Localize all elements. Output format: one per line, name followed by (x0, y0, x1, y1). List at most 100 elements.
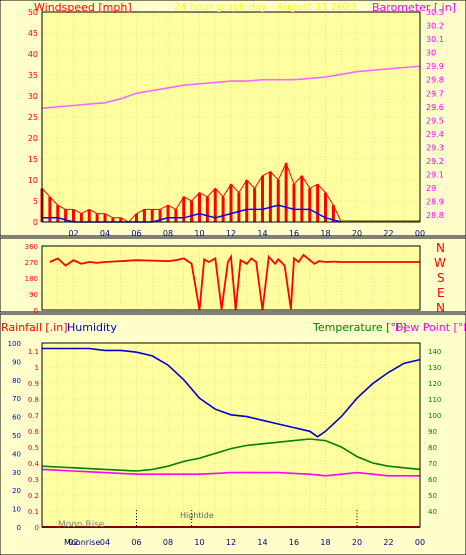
temp-y-tick: 70 (428, 460, 437, 468)
temp-x-tick: 08 (163, 538, 173, 547)
temp-y-tick: 100 (428, 412, 441, 420)
humidity-y-tick: 30 (12, 469, 21, 477)
humidity-y-tick: 100 (8, 340, 21, 348)
temp-plot-border (41, 342, 421, 528)
chart-title: 24 hour graph day - August 11 2023 (174, 2, 356, 13)
wind-y-tick: 15 (28, 155, 38, 164)
baro-y-tick: 29.8 (426, 76, 444, 85)
temperature-title: Temperature [°F] (312, 321, 407, 334)
humidity-y-tick: 90 (12, 358, 21, 366)
baro-y-tick: 30.1 (426, 35, 444, 44)
wind-y-tick: 50 (28, 8, 38, 17)
compass-e: E (437, 286, 445, 300)
temp-y-tick: 90 (428, 428, 437, 436)
wind-x-tick: 00 (415, 229, 425, 238)
direction-y-tick: 90 (29, 291, 38, 299)
temp-y-tick: 80 (428, 444, 437, 452)
humidity-y-tick: 70 (12, 395, 21, 403)
axis-layer: 0510152025303540455028.828.92929.129.229… (8, 8, 444, 547)
baro-y-tick: 29.3 (426, 143, 444, 152)
rain-y-tick: 0.1 (28, 508, 39, 516)
wind-y-tick: 40 (28, 50, 38, 59)
wind-x-tick: 12 (226, 229, 236, 238)
temp-x-tick: 06 (131, 538, 141, 547)
direction-y-tick: 360 (25, 243, 38, 251)
wind-x-tick: 18 (320, 229, 330, 238)
temp-y-tick: 130 (428, 364, 441, 372)
wind-title: Windspeed [mph] (34, 1, 132, 14)
barometer-title: Barometer [.in] (372, 1, 456, 14)
baro-y-tick: 29.5 (426, 116, 444, 125)
wind-y-tick: 25 (28, 113, 38, 122)
rain-y-tick: 0.2 (28, 492, 39, 500)
direction-y-tick: 0 (34, 307, 38, 315)
wind-y-tick: 35 (28, 71, 38, 80)
rain-y-tick: 0.7 (28, 412, 39, 420)
moon-rise-label: Moon Rise (58, 520, 105, 530)
temp-x-tick: 16 (289, 538, 299, 547)
wind-y-tick: 0 (33, 218, 38, 227)
baro-y-tick: 29.2 (426, 157, 444, 166)
compass-n-top: N (436, 241, 445, 255)
wind-y-tick: 45 (28, 29, 38, 38)
wind-x-tick: 08 (163, 229, 173, 238)
temp-x-tick: 12 (226, 538, 236, 547)
rain-y-tick: 0.9 (28, 380, 39, 388)
hightide-label: Hightide (180, 511, 214, 520)
humidity-y-tick: 80 (12, 377, 21, 385)
wind-x-tick: 20 (352, 229, 362, 238)
compass-s: S (437, 271, 445, 285)
baro-y-tick: 29.6 (426, 103, 444, 112)
wind-x-tick: 16 (289, 229, 299, 238)
baro-y-tick: 29.4 (426, 130, 444, 139)
temp-x-tick: 02 (68, 538, 78, 547)
wind-y-tick: 10 (28, 176, 38, 185)
rain-y-tick: 0.4 (28, 460, 40, 468)
wind-y-tick: 5 (33, 197, 38, 206)
rain-y-tick: 0 (35, 524, 39, 532)
temperature-line (41, 438, 421, 472)
baro-y-tick: 29 (426, 184, 436, 193)
wind-x-tick: 04 (100, 229, 110, 238)
humidity-y-tick: 60 (12, 414, 21, 422)
temp-y-tick: 120 (428, 380, 441, 388)
barometer-line (41, 65, 421, 109)
direction-plot-border (41, 245, 421, 311)
temp-y-tick: 140 (428, 348, 441, 356)
humidity-line (42, 347, 421, 438)
baro-y-tick: 29.7 (426, 89, 444, 98)
baro-y-tick: 30 (426, 49, 436, 58)
baro-y-tick: 28.8 (426, 211, 444, 220)
baro-y-tick: 29.9 (426, 62, 444, 71)
direction-y-tick: 270 (25, 259, 38, 267)
wind-x-tick: 10 (194, 229, 204, 238)
rainfall-title: Rainfall [.in] (1, 321, 68, 334)
temp-x-tick: 22 (383, 538, 393, 547)
compass-w: W (434, 256, 446, 270)
temp-x-tick: 20 (352, 538, 362, 547)
wind-x-tick: 14 (257, 229, 267, 238)
baro-y-tick: 29.1 (426, 171, 444, 180)
direction-y-tick: 180 (25, 275, 38, 283)
temp-x-tick: 14 (257, 538, 267, 547)
humidity-title: Humidity (67, 321, 117, 334)
wind-x-tick: 22 (383, 229, 393, 238)
humidity-y-tick: 0 (17, 524, 21, 532)
temp-x-tick: 10 (194, 538, 204, 547)
dewpoint-title: Dew Point [°F] (395, 321, 466, 334)
wind-plot-border (41, 11, 421, 223)
humidity-y-tick: 10 (12, 506, 21, 514)
humidity-y-tick: 20 (12, 487, 21, 495)
temp-y-tick: 50 (428, 492, 437, 500)
temp-y-tick: 40 (428, 508, 437, 516)
wind-x-tick: 06 (131, 229, 141, 238)
wind-speed-line (41, 161, 342, 223)
rain-y-tick: 1.1 (28, 348, 39, 356)
dewpoint-line (41, 468, 420, 477)
baro-y-tick: 30.3 (426, 8, 444, 17)
temp-x-tick: 18 (320, 538, 330, 547)
rain-y-tick: 0.3 (28, 476, 39, 484)
rain-y-tick: 0.8 (28, 396, 39, 404)
temp-y-tick: 110 (428, 396, 441, 404)
